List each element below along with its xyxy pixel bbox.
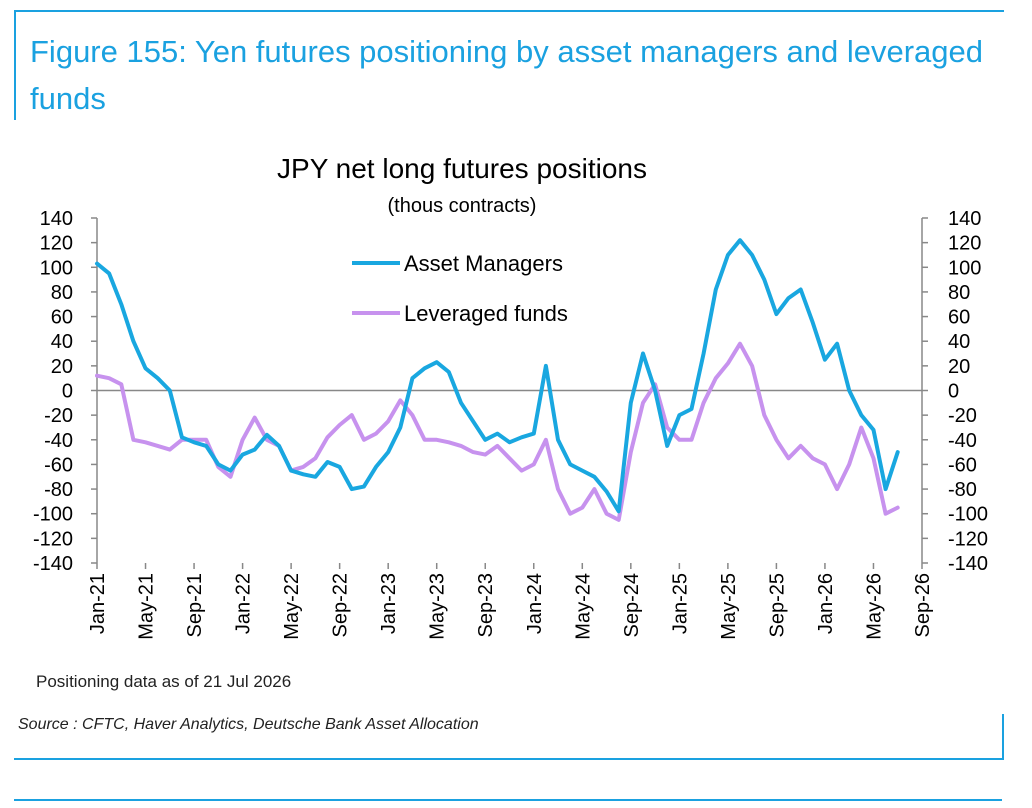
y-tick-label-right: 140	[948, 208, 981, 230]
y-tick-label-left: -60	[44, 454, 73, 476]
x-tick-label: Jan-26	[815, 573, 837, 634]
y-tick-label-left: -120	[33, 528, 73, 550]
x-tick-label: Jan-24	[524, 573, 546, 634]
y-tick-label-right: 100	[948, 257, 981, 279]
x-tick-label: May-25	[718, 573, 740, 640]
y-tick-label-left: 80	[51, 282, 73, 304]
x-tick-label: May-22	[281, 573, 303, 640]
y-tick-label-right: -80	[948, 479, 977, 501]
x-tick-label: Sep-21	[184, 573, 206, 638]
x-tick-label: Jan-21	[87, 573, 109, 634]
x-tick-label: Sep-23	[475, 573, 497, 638]
data-note: Positioning data as of 21 Jul 2026	[36, 672, 292, 691]
series-line-asset-managers	[95, 238, 900, 514]
y-tick-label-left: 100	[40, 257, 73, 279]
bottom-rule	[14, 799, 1002, 801]
x-tick-label: Jan-23	[378, 573, 400, 634]
x-tick-label: Sep-22	[330, 573, 352, 638]
series-line-leveraged-funds	[95, 341, 900, 522]
x-tick-label: Jan-22	[233, 573, 255, 634]
y-tick-label-right: 60	[948, 307, 970, 329]
figure-header-frame	[14, 10, 1004, 120]
y-tick-label-right: -120	[948, 528, 988, 550]
legend-label: Leveraged funds	[404, 301, 568, 326]
source-text: Source : CFTC, Haver Analytics, Deutsche…	[18, 716, 479, 733]
y-tick-label-left: -80	[44, 479, 73, 501]
y-tick-label-left: -100	[33, 504, 73, 526]
line-chart: JPY net long futures positions (thous co…	[33, 153, 988, 640]
source-frame	[14, 714, 1004, 760]
y-tick-label-right: 20	[948, 356, 970, 378]
x-tick-label: Sep-25	[766, 573, 788, 638]
y-tick-label-right: -20	[948, 405, 977, 427]
x-tick-label: Jan-25	[669, 573, 691, 634]
chart-series	[95, 238, 900, 522]
y-tick-label-right: 40	[948, 331, 970, 353]
y-tick-label-right: -100	[948, 504, 988, 526]
y-tick-label-right: 120	[948, 233, 981, 255]
chart-subtitle: (thous contracts)	[388, 195, 537, 217]
x-tick-label: May-21	[136, 573, 158, 640]
y-tick-label-left: 40	[51, 331, 73, 353]
y-tick-label-right: -60	[948, 454, 977, 476]
x-tick-label: May-24	[572, 573, 594, 640]
y-tick-label-left: -40	[44, 430, 73, 452]
x-tick-label: Sep-24	[621, 573, 643, 638]
y-tick-label-left: -140	[33, 553, 73, 575]
y-tick-label-left: 0	[62, 381, 73, 403]
y-tick-label-left: 120	[40, 233, 73, 255]
x-tick-label: May-23	[427, 573, 449, 640]
y-tick-label-left: 140	[40, 208, 73, 230]
y-tick-label-left: 60	[51, 307, 73, 329]
x-tick-label: Sep-26	[912, 573, 934, 638]
x-tick-label: May-26	[863, 573, 885, 640]
y-tick-label-left: -20	[44, 405, 73, 427]
legend-label: Asset Managers	[404, 251, 563, 276]
y-tick-label-left: 20	[51, 356, 73, 378]
chart-legend: Asset Managers Leveraged funds	[352, 251, 568, 326]
chart-title: JPY net long futures positions	[277, 153, 647, 184]
figure-title: Figure 155: Yen futures positioning by a…	[30, 34, 984, 116]
y-tick-label-right: 80	[948, 282, 970, 304]
y-tick-label-right: -40	[948, 430, 977, 452]
y-tick-label-right: -140	[948, 553, 988, 575]
y-tick-label-right: 0	[948, 381, 959, 403]
